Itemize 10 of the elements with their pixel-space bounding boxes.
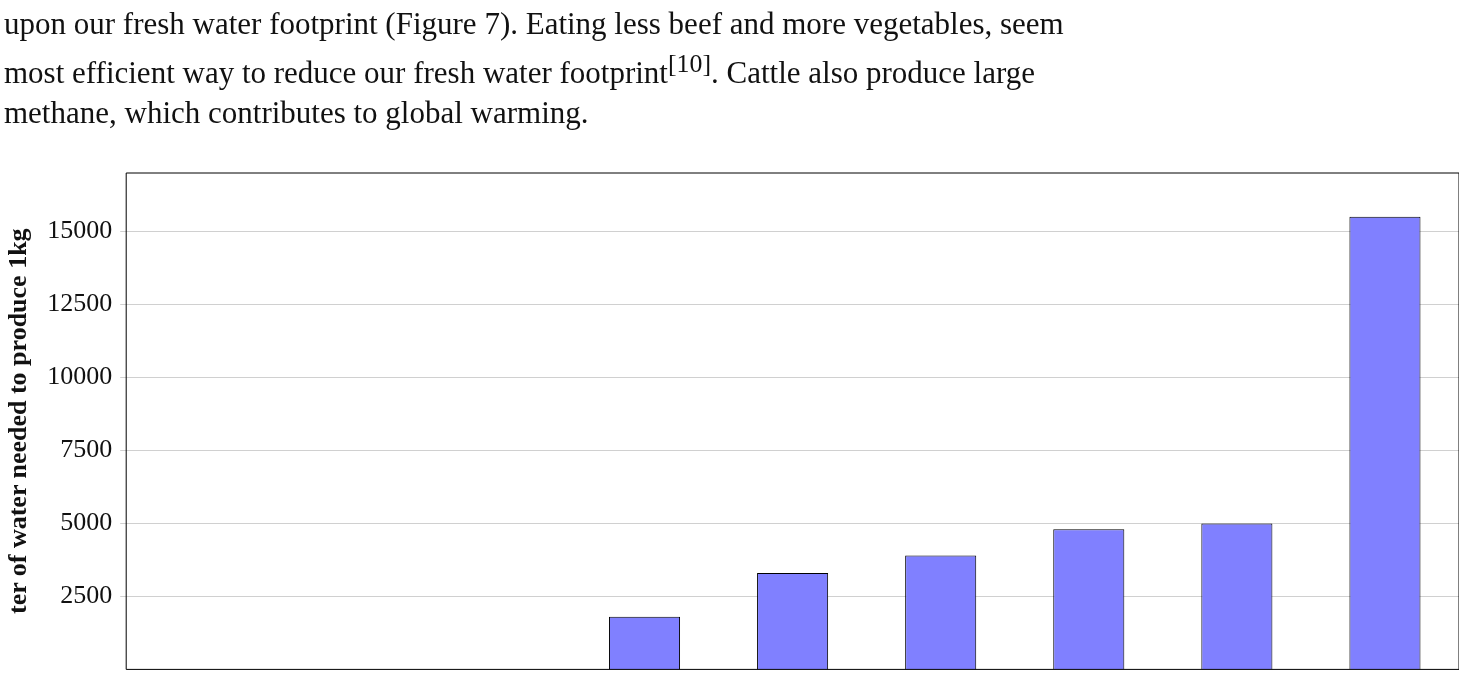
y-tick-label: 7500 — [60, 434, 113, 464]
text: methane, which contributes to global warming. — [4, 94, 590, 133]
y-tick-label: 5000 — [60, 507, 113, 537]
text: most efficient way to reduce our fresh water footprint$^{[10]}$. Cattle also produce large — [4, 48, 1036, 93]
y-axis-title: ter of water needed to produce 1kg — [3, 228, 33, 615]
y-tick-label: 10000 — [47, 361, 113, 391]
y-tick-label: 12500 — [47, 288, 113, 318]
y-tick-label: 2500 — [60, 580, 113, 610]
text: upon our fresh water footprint (Figure 7). Eating less beef and more vegetables, seem — [4, 5, 1065, 43]
y-tick-label: 15000 — [47, 215, 113, 245]
